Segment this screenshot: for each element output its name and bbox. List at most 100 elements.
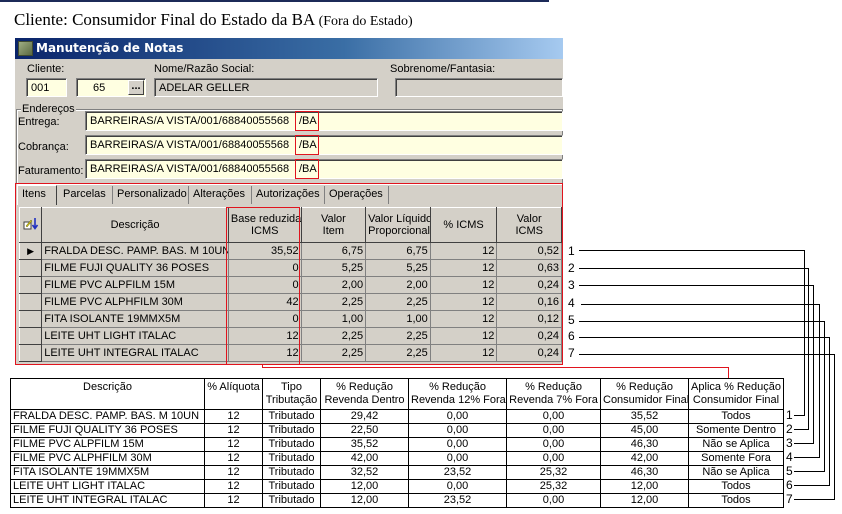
cell-liquido[interactable]: 2,00 [365,276,431,294]
row-indicator[interactable] [18,310,43,328]
table-row[interactable]: FILME PVC ALPFILM 15M 0 2,00 2,00 12 0,2… [18,276,562,294]
cell-descricao[interactable]: FITA ISOLANTE 19MMX5M [41,310,229,328]
table-row[interactable]: LEITE UHT INTEGRAL ITALAC 12 2,25 2,25 1… [18,344,562,362]
tab-alteracoes[interactable]: Alterações [189,186,252,204]
cell-valor-icms[interactable]: 0,52 [496,242,562,260]
cell-base[interactable]: 12 [227,344,302,362]
reduction-table-header: Descrição % Alíquota Tipo Tributação % Re… [10,378,784,410]
window-titlebar[interactable]: Manutenção de Notas [15,38,563,59]
surname-field[interactable] [395,78,563,97]
top-divider [0,0,549,2]
window-title: Manutenção de Notas [36,41,184,55]
rcell-cf: 12,00 [600,493,689,508]
rcell-aplica: Não se Aplica [688,465,784,480]
cell-valor[interactable]: 2,00 [300,276,367,294]
cell-descricao[interactable]: FRALDA DESC. PAMP. BAS. M 10UN [41,242,229,260]
cell-valor[interactable]: 5,25 [300,259,367,277]
cliente-code-field[interactable]: 001 [26,78,67,97]
page-caption: Cliente: Consumidor Final do Estado da B… [14,10,413,30]
rcell-cf: 42,00 [600,451,689,466]
row-indicator[interactable] [18,344,43,362]
cell-icms-pct[interactable]: 12 [429,327,498,345]
grid-row-number: 4 [568,296,575,310]
tab-itens[interactable]: Itens [17,185,57,205]
cell-icms-pct[interactable]: 12 [429,310,498,328]
col-valor-liquido[interactable]: Valor Líquido Proporcional [365,207,431,243]
col-valor-item[interactable]: Valor Item [300,207,367,243]
rcol-r12-line2: Revenda 12% Fora [411,394,506,406]
table-row-number: 3 [786,436,793,450]
faturamento-address: BARREIRAS/A VISTA/001/68840055568 [90,163,290,175]
cell-icms-pct[interactable]: 12 [429,344,498,362]
cell-icms-pct[interactable]: 12 [429,242,498,260]
cell-descricao[interactable]: LEITE UHT LIGHT ITALAC [41,327,229,345]
name-label: Nome/Razão Social: [154,63,255,75]
table-row[interactable]: FILME FUJI QUALITY 36 POSES 0 5,25 5,25 … [18,259,562,277]
rcell-r12: 23,52 [408,465,507,480]
rcell-tipo: Tributado [262,493,321,508]
rcell-aliquota: 12 [204,409,263,424]
cell-descricao[interactable]: FILME FUJI QUALITY 36 POSES [41,259,229,277]
tab-operacoes[interactable]: Operações [325,186,389,204]
rcell-r7: 25,32 [506,465,601,480]
cell-liquido[interactable]: 2,25 [365,293,431,311]
grid-row-number: 2 [568,261,575,275]
cell-valor-icms[interactable]: 0,24 [496,344,562,362]
row-indicator[interactable] [18,259,43,277]
cell-valor[interactable]: 2,25 [300,344,367,362]
cell-valor[interactable]: 1,00 [300,310,367,328]
cell-valor-icms[interactable]: 0,24 [496,276,562,294]
table-row[interactable]: ▶ FRALDA DESC. PAMP. BAS. M 10UN 35,52 6… [18,242,562,260]
faturamento-field[interactable]: BARREIRAS/A VISTA/001/68840055568 [85,159,563,179]
col-liq-line2: Proporcional [368,225,430,237]
cell-valor-icms[interactable]: 0,12 [496,310,562,328]
cell-icms-pct[interactable]: 12 [429,276,498,294]
table-row[interactable]: FILME PVC ALPHFILM 30M 42 2,25 2,25 12 0… [18,293,562,311]
table-row-number: 5 [786,464,793,478]
cell-liquido[interactable]: 1,00 [365,310,431,328]
tab-personalizado[interactable]: Personalizado [113,186,189,204]
col-valor-icms[interactable]: Valor ICMS [496,207,562,243]
cell-descricao[interactable]: FILME PVC ALPHFILM 30M [41,293,229,311]
cell-icms-pct[interactable]: 12 [429,293,498,311]
cell-base[interactable]: 12 [227,327,302,345]
cobranca-label: Cobrança: [18,141,69,153]
cell-liquido[interactable]: 2,25 [365,327,431,345]
entrega-field[interactable]: BARREIRAS/A VISTA/001/68840055568 [85,111,563,131]
cell-valor-icms[interactable]: 0,24 [496,327,562,345]
cell-valor[interactable]: 2,25 [300,293,367,311]
row-indicator[interactable] [18,327,43,345]
row-indicator[interactable] [18,293,43,311]
cell-valor-icms[interactable]: 0,63 [496,259,562,277]
cell-descricao[interactable]: FILME PVC ALPFILM 15M [41,276,229,294]
rcol-aliquota: % Alíquota [204,378,263,410]
cell-descricao[interactable]: LEITE UHT INTEGRAL ITALAC [41,344,229,362]
form-icon [18,41,33,56]
cell-liquido[interactable]: 5,25 [365,259,431,277]
cell-valor-icms[interactable]: 0,16 [496,293,562,311]
cell-valor[interactable]: 6,75 [300,242,367,260]
cell-icms-pct[interactable]: 12 [429,259,498,277]
row-indicator[interactable] [18,276,43,294]
tab-parcelas[interactable]: Parcelas [59,186,113,204]
cell-liquido[interactable]: 6,75 [365,242,431,260]
tab-autorizacoes[interactable]: Autorizações [252,186,325,204]
col-descricao[interactable]: Descrição [41,207,229,243]
cell-valor[interactable]: 2,25 [300,327,367,345]
cobranca-field[interactable]: BARREIRAS/A VISTA/001/68840055568 [85,135,563,155]
cell-liquido[interactable]: 2,25 [365,344,431,362]
row-indicator[interactable]: ▶ [18,242,43,260]
name-field[interactable]: ADELAR GELLER [154,78,378,97]
surname-label: Sobrenome/Fantasia: [390,63,496,75]
grid-corner-button[interactable] [18,207,43,243]
connector-line-1 [579,250,805,251]
entrega-address: BARREIRAS/A VISTA/001/68840055568 [90,115,290,127]
rcell-cf: 12,00 [600,479,689,494]
cell-base[interactable]: 0 [227,276,302,294]
rcell-aplica: Não se Aplica [688,437,784,452]
col-icms-pct[interactable]: % ICMS [429,207,498,243]
table-row[interactable]: LEITE UHT LIGHT ITALAC 12 2,25 2,25 12 0… [18,327,562,345]
cell-base[interactable]: 42 [227,293,302,311]
cliente-lookup-button[interactable]: ... [128,80,144,95]
rcell-aliquota: 12 [204,493,263,508]
